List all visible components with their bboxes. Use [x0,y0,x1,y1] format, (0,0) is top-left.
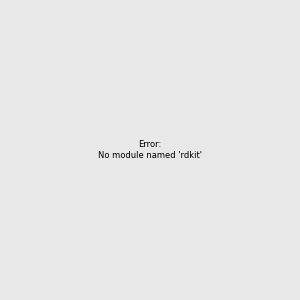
Text: Error:
No module named 'rdkit': Error: No module named 'rdkit' [98,140,202,160]
